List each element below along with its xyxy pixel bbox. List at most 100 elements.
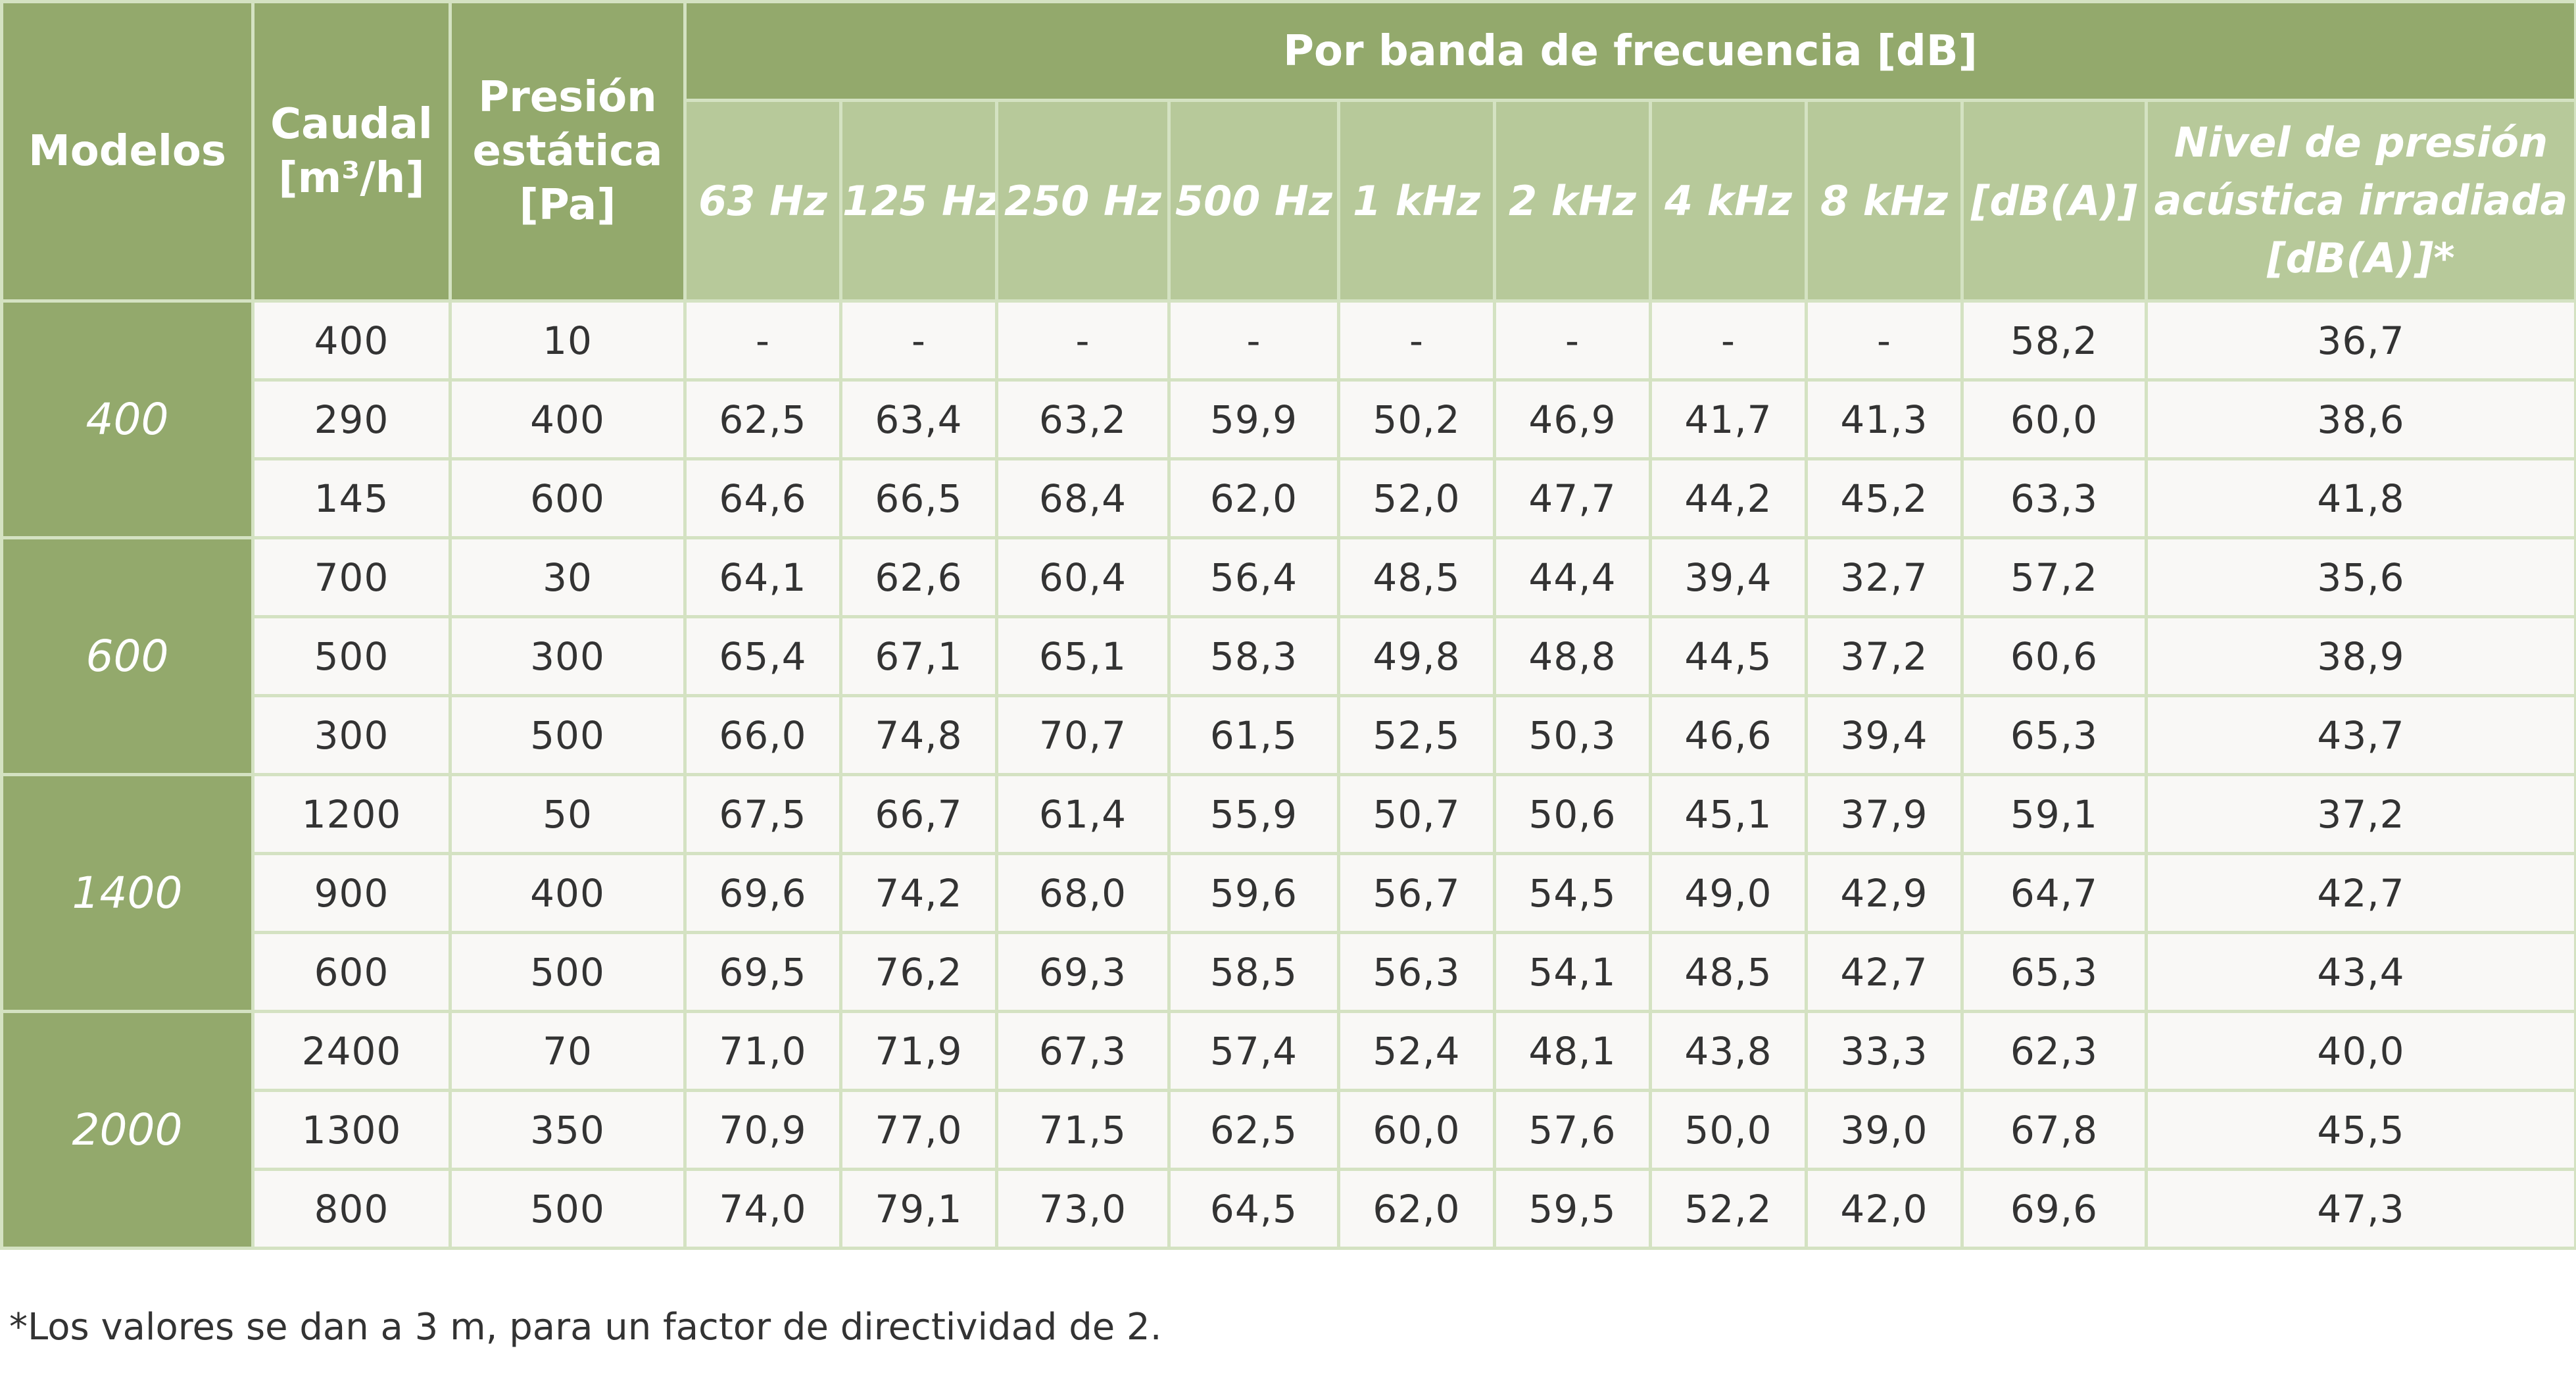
band-value-cell: 66,5 bbox=[839, 457, 998, 539]
model-cell: 2000 bbox=[0, 1010, 255, 1250]
band-value-cell: 76,2 bbox=[839, 931, 998, 1013]
band-value-cell: 42,7 bbox=[1805, 931, 1964, 1013]
band-value-cell: 58,3 bbox=[1167, 615, 1340, 697]
header-caudal-line1: Caudal bbox=[270, 100, 433, 149]
band-value-cell: 48,1 bbox=[1493, 1010, 1652, 1092]
band-value-cell: 67,8 bbox=[1960, 1089, 2148, 1171]
nivel-cell: 41,8 bbox=[2145, 457, 2576, 539]
band-value-cell: 50,3 bbox=[1493, 694, 1652, 776]
presion-cell: 50 bbox=[449, 773, 687, 855]
band-value-cell: 67,1 bbox=[839, 615, 998, 697]
presion-cell: 500 bbox=[449, 694, 687, 776]
band-1khz: 1 kHz bbox=[1337, 99, 1496, 303]
band-value-cell: 61,4 bbox=[995, 773, 1171, 855]
band-value-cell: 58,2 bbox=[1960, 299, 2148, 382]
band-value-cell: 61,5 bbox=[1167, 694, 1340, 776]
band-value-cell: 54,5 bbox=[1493, 852, 1652, 934]
band-value-cell: 58,5 bbox=[1167, 931, 1340, 1013]
band-value-cell: - bbox=[995, 299, 1171, 382]
caudal-cell: 700 bbox=[251, 536, 452, 618]
band-value-cell: - bbox=[1493, 299, 1652, 382]
band-value-cell: 44,2 bbox=[1649, 457, 1808, 539]
band-value-cell: 70,7 bbox=[995, 694, 1171, 776]
caudal-cell: 300 bbox=[251, 694, 452, 776]
band-value-cell: 65,3 bbox=[1960, 694, 2148, 776]
band-value-cell: 59,5 bbox=[1493, 1168, 1652, 1250]
sound-pressure-table: Modelos Caudal [m³/h] Presión estática [… bbox=[0, 0, 2576, 1250]
header-caudal: Caudal [m³/h] bbox=[251, 0, 452, 303]
caudal-cell: 1300 bbox=[251, 1089, 452, 1171]
band-value-cell: 65,1 bbox=[995, 615, 1171, 697]
footnote: *Los valores se dan a 3 m, para un facto… bbox=[9, 1306, 1162, 1349]
header-nivel-line3: [dB(A)]* bbox=[2267, 234, 2455, 282]
sound-table-container: Modelos Caudal [m³/h] Presión estática [… bbox=[0, 0, 2576, 1250]
band-value-cell: 59,6 bbox=[1167, 852, 1340, 934]
band-value-cell: 59,9 bbox=[1167, 378, 1340, 460]
band-value-cell: 64,6 bbox=[683, 457, 842, 539]
band-value-cell: 43,8 bbox=[1649, 1010, 1808, 1092]
band-value-cell: 57,6 bbox=[1493, 1089, 1652, 1171]
model-cell: 1400 bbox=[0, 773, 255, 1013]
band-4khz: 4 kHz bbox=[1649, 99, 1808, 303]
table-row: 500 300 65,4 67,1 65,1 58,3 49,8 48,8 44,5 37,2 60… bbox=[2, 615, 2576, 697]
band-value-cell: 68,4 bbox=[995, 457, 1171, 539]
header-presion-line3: [Pa] bbox=[519, 181, 616, 230]
caudal-cell: 800 bbox=[251, 1168, 452, 1250]
nivel-cell: 42,7 bbox=[2145, 852, 2576, 934]
band-value-cell: 62,5 bbox=[1167, 1089, 1340, 1171]
band-value-cell: 41,3 bbox=[1805, 378, 1964, 460]
presion-cell: 500 bbox=[449, 931, 687, 1013]
presion-cell: 350 bbox=[449, 1089, 687, 1171]
caudal-cell: 600 bbox=[251, 931, 452, 1013]
table-row: 600 700 30 64,1 62,6 60,4 56,4 48,5 44,4 39,4 32,7… bbox=[0, 536, 2576, 776]
header-nivel: Nivel de presión acústica irradiada [dB(… bbox=[2145, 99, 2576, 303]
band-value-cell: 74,0 bbox=[683, 1168, 842, 1250]
band-250hz: 250 Hz bbox=[995, 99, 1171, 303]
presion-cell: 30 bbox=[449, 536, 687, 618]
band-value-cell: 37,9 bbox=[1805, 773, 1964, 855]
nivel-cell: 45,5 bbox=[2145, 1089, 2576, 1171]
header-caudal-line2: [m³/h] bbox=[278, 154, 425, 203]
band-value-cell: 62,3 bbox=[1960, 1010, 2148, 1092]
header-presion-line1: Presión bbox=[478, 73, 657, 122]
band-value-cell: 39,0 bbox=[1805, 1089, 1964, 1171]
band-value-cell: 66,7 bbox=[839, 773, 998, 855]
band-value-cell: 62,0 bbox=[1337, 1168, 1496, 1250]
band-value-cell: 48,5 bbox=[1649, 931, 1808, 1013]
band-value-cell: - bbox=[683, 299, 842, 382]
band-value-cell: 74,2 bbox=[839, 852, 998, 934]
table-row: 400 400 10- - - - - - - -58,2 36,7 bbox=[0, 299, 2576, 539]
band-value-cell: 63,3 bbox=[1960, 457, 2148, 539]
band-value-cell: - bbox=[839, 299, 998, 382]
band-value-cell: - bbox=[1167, 299, 1340, 382]
band-value-cell: 57,4 bbox=[1167, 1010, 1340, 1092]
caudal-cell: 290 bbox=[251, 378, 452, 460]
band-value-cell: 64,5 bbox=[1167, 1168, 1340, 1250]
band-value-cell: 62,5 bbox=[683, 378, 842, 460]
band-value-cell: 63,2 bbox=[995, 378, 1171, 460]
band-125hz: 125 Hz bbox=[839, 99, 998, 303]
presion-cell: 400 bbox=[449, 378, 687, 460]
header-nivel-line1: Nivel de presión bbox=[2174, 118, 2548, 166]
band-value-cell: 79,1 bbox=[839, 1168, 998, 1250]
band-value-cell: 62,0 bbox=[1167, 457, 1340, 539]
band-value-cell: 55,9 bbox=[1167, 773, 1340, 855]
band-value-cell: 52,4 bbox=[1337, 1010, 1496, 1092]
presion-cell: 70 bbox=[449, 1010, 687, 1092]
nivel-cell: 36,7 bbox=[2145, 299, 2576, 382]
table-row: 290 400 62,5 63,4 63,2 59,9 50,2 46,9 41,7 41,3 60… bbox=[2, 378, 2576, 460]
band-value-cell: 39,4 bbox=[1805, 694, 1964, 776]
nivel-cell: 37,2 bbox=[2145, 773, 2576, 855]
band-value-cell: 70,9 bbox=[683, 1089, 842, 1171]
band-8khz: 8 kHz bbox=[1805, 99, 1964, 303]
band-value-cell: 54,1 bbox=[1493, 931, 1652, 1013]
table-row: 600 500 69,5 76,2 69,3 58,5 56,3 54,1 48,5 42,7 65… bbox=[2, 931, 2576, 1013]
band-63hz: 63 Hz bbox=[683, 99, 842, 303]
band-value-cell: 52,0 bbox=[1337, 457, 1496, 539]
band-value-cell: 71,0 bbox=[683, 1010, 842, 1092]
band-2khz: 2 kHz bbox=[1493, 99, 1652, 303]
table-row: 2000 2400 70 71,0 71,9 67,3 57,4 52,4 48,1 43,8 33… bbox=[0, 1010, 2576, 1250]
presion-cell: 500 bbox=[449, 1168, 687, 1250]
band-value-cell: 37,2 bbox=[1805, 615, 1964, 697]
band-value-cell: 60,0 bbox=[1960, 378, 2148, 460]
